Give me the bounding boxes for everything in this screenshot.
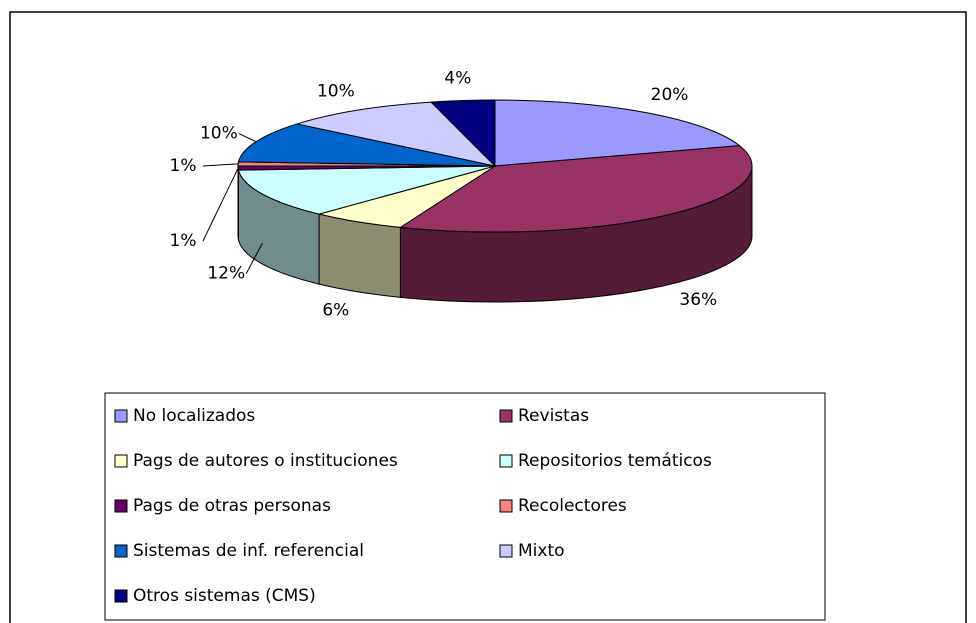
legend-swatch xyxy=(499,499,513,513)
pie-slice xyxy=(237,165,496,215)
legend-label: Pags de otras personas xyxy=(133,496,331,516)
legend-label: Mixto xyxy=(518,541,565,561)
legend-box xyxy=(104,392,826,621)
data-label: 20% xyxy=(651,85,689,105)
legend-swatch xyxy=(114,544,128,558)
legend-label: Pags de autores o instituciones xyxy=(133,451,398,471)
legend-label: Repositorios temáticos xyxy=(518,451,712,471)
legend-label: Recolectores xyxy=(518,496,627,516)
data-label: 36% xyxy=(679,290,717,310)
legend-swatch xyxy=(114,409,128,423)
data-label: 1% xyxy=(170,231,197,251)
pie-slice xyxy=(429,99,496,168)
pie-side xyxy=(237,165,240,241)
legend-swatch xyxy=(114,454,128,468)
pie-side xyxy=(318,213,401,298)
data-label: 12% xyxy=(207,263,245,283)
pie-slice xyxy=(398,145,753,233)
data-label: 6% xyxy=(322,300,349,320)
pie-slice xyxy=(494,99,741,167)
legend-swatch xyxy=(114,499,128,513)
leader-line xyxy=(202,163,239,167)
legend-label: Sistemas de inf. referencial xyxy=(133,541,364,561)
pie-slice xyxy=(294,101,497,167)
legend: No localizados Revistas Pags de autores o … xyxy=(114,406,712,606)
leader-line xyxy=(202,167,239,242)
data-label: 10% xyxy=(317,82,355,102)
legend-swatch xyxy=(499,409,513,423)
legend-label: Otros sistemas (CMS) xyxy=(133,586,316,606)
leader-line xyxy=(238,133,257,143)
data-label: 1% xyxy=(170,156,197,176)
legend-swatch xyxy=(499,454,513,468)
pie: 20%36%6%12%1%1%10%10%4% xyxy=(170,69,753,320)
legend-label: No localizados xyxy=(133,406,255,426)
legend-swatch xyxy=(499,544,513,558)
leader-line xyxy=(245,242,263,274)
legend-label: Revistas xyxy=(518,406,589,426)
data-label: 4% xyxy=(444,69,471,89)
pie-slice xyxy=(237,123,496,167)
legend-swatch xyxy=(114,589,128,603)
data-label: 10% xyxy=(200,124,238,144)
